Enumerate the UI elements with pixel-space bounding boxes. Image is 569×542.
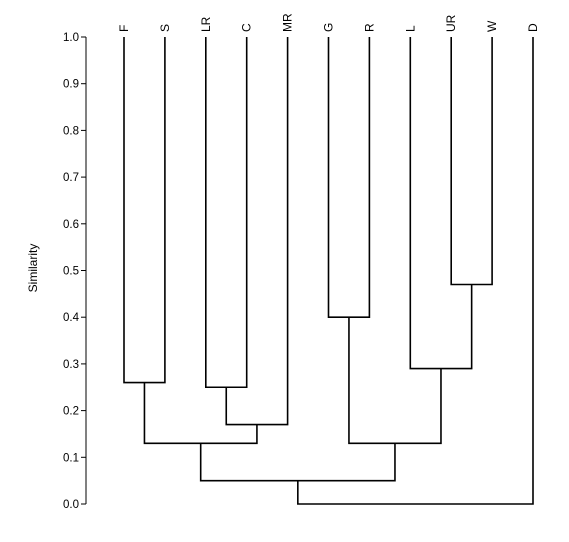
- y-tick-label: 0.0: [63, 499, 79, 511]
- leaf-label-ur: UR: [444, 14, 458, 32]
- y-tick-label: 0.3: [63, 359, 79, 371]
- branch-n10: [297, 37, 534, 505]
- y-tick-label: 0.1: [63, 452, 79, 464]
- branch-n5: [205, 37, 248, 389]
- leaf-label-w: W: [485, 20, 499, 32]
- y-tick-label: 0.7: [63, 172, 79, 184]
- branch-n4: [123, 37, 166, 384]
- leaf-label-r: R: [362, 23, 376, 32]
- y-tick-label: 0.2: [63, 406, 79, 418]
- leaf-label-s: S: [158, 24, 172, 32]
- leaf-label-g: G: [322, 23, 336, 32]
- leaf-label-d: D: [526, 23, 540, 32]
- y-tick-label: 0.6: [63, 219, 79, 231]
- y-tick-label: 0.4: [63, 312, 80, 324]
- y-tick-label: 0.5: [63, 266, 79, 278]
- y-tick-label: 0.8: [63, 125, 79, 137]
- branch-n6: [225, 37, 289, 426]
- y-tick-label: 0.9: [63, 79, 79, 91]
- leaf-label-f: F: [117, 25, 131, 32]
- leaf-labels: F S LR C MR G R L UR W D: [117, 13, 540, 32]
- branch-n9: [199, 443, 396, 482]
- y-axis: 0.0 0.1 0.2 0.3 0.4 0.5 0.6 0.7 0.8 0.9 1.0: [63, 32, 87, 511]
- branch-n7: [348, 317, 442, 445]
- branch-n3: [409, 37, 473, 370]
- leaf-label-l: L: [403, 25, 417, 32]
- branch-n8: [143, 382, 258, 445]
- branch-n2: [327, 37, 371, 318]
- branch-n1: [450, 37, 493, 286]
- y-tick-label: 1.0: [63, 32, 79, 44]
- leaf-label-c: C: [240, 23, 254, 32]
- y-axis-title: Similarity: [26, 244, 40, 293]
- leaf-label-lr: LR: [199, 16, 213, 32]
- leaf-label-mr: MR: [281, 13, 295, 32]
- dendrogram-branches: [123, 37, 534, 505]
